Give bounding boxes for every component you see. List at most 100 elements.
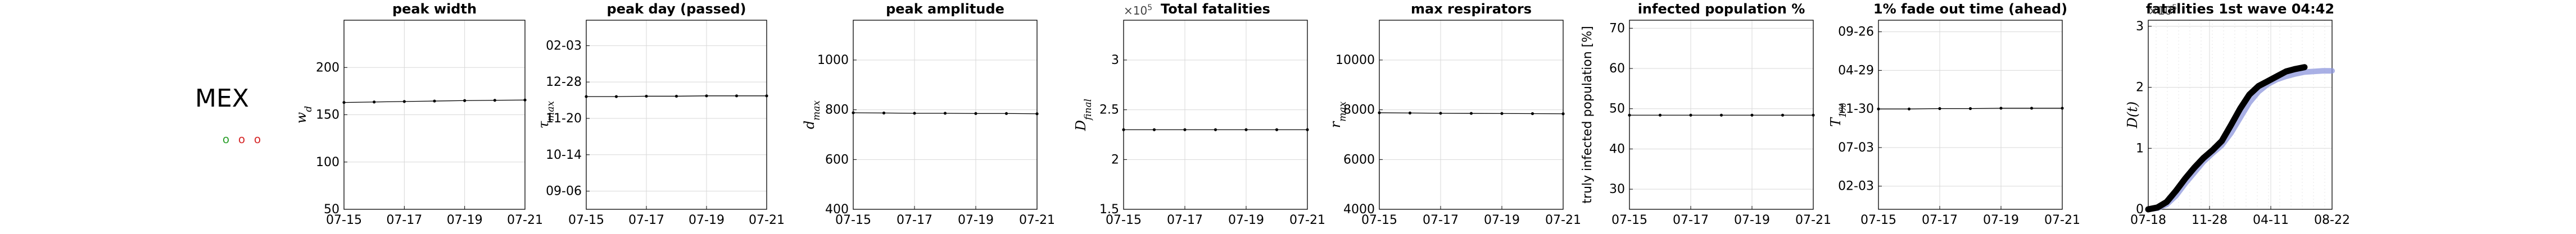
- x-tick-label: 07-19: [447, 213, 483, 227]
- data-point: [493, 99, 496, 102]
- y-tick-label: 70: [1609, 21, 1625, 35]
- x-tick-label: 07-15: [1860, 213, 1896, 227]
- data-point: [342, 100, 346, 104]
- data-point: [1907, 107, 1911, 111]
- y-tick-label: 200: [316, 61, 339, 75]
- data-point: [614, 95, 618, 98]
- chart-title: 1% fade out time (ahead): [1873, 1, 2067, 17]
- x-tick-label: 07-15: [1611, 213, 1647, 227]
- y-tick-label: 6000: [1343, 153, 1375, 167]
- y-tick-label: 1.5: [1099, 203, 1119, 217]
- plot-frame: [1123, 20, 1308, 210]
- y-axis-label: truly infected population [%]: [1581, 26, 1595, 203]
- y-tick-label: 4000: [1343, 203, 1375, 217]
- data-point: [882, 111, 886, 114]
- y-axis-label: τmax: [536, 101, 556, 129]
- chart-title: infected population %: [1638, 1, 1805, 17]
- data-point: [1152, 128, 1156, 131]
- data-point: [1658, 113, 1662, 117]
- chart-title: max respirators: [1411, 1, 1532, 17]
- x-tick-label: 07-21: [2044, 213, 2080, 227]
- x-tick-label: 07-21: [749, 213, 785, 227]
- y-axis-label: Dfinal: [1073, 99, 1094, 131]
- plot-frame: [586, 20, 767, 210]
- data-point: [1500, 112, 1504, 115]
- series-line: [2145, 64, 2308, 213]
- y-tick-label: 09-26: [1838, 25, 1874, 39]
- y-tick-label: 02-03: [546, 39, 582, 53]
- data-point: [852, 111, 855, 114]
- x-tick-label: 07-15: [326, 213, 362, 227]
- data-point: [1561, 112, 1565, 116]
- y-tick-label: 07-03: [1838, 141, 1874, 155]
- data-point: [1035, 112, 1039, 116]
- y-tick-label: 2: [1111, 153, 1119, 167]
- data-point: [913, 112, 916, 115]
- x-tick-label: 07-19: [958, 213, 994, 227]
- x-tick-label: 07-17: [897, 213, 932, 227]
- chart-panel: peak amplitude 07-15 07-17 07-19 07-21 400 600…: [802, 1, 1055, 227]
- plot-frame: [2148, 20, 2333, 210]
- chart-title: peak amplitude: [886, 1, 1004, 17]
- x-tick-label: 07-18: [2130, 213, 2166, 227]
- plot-frame: [853, 20, 1038, 210]
- y-tick-label: 2.5: [1099, 103, 1119, 117]
- data-point: [585, 95, 588, 98]
- y-tick-label: 11-30: [1838, 102, 1874, 116]
- data-point: [1275, 128, 1279, 131]
- data-point: [2061, 107, 2064, 110]
- data-point: [705, 94, 708, 98]
- data-point: [1004, 112, 1008, 115]
- x-tick-label: 07-19: [1983, 213, 2019, 227]
- chart-title: fatalities 1st wave 04:42: [2146, 1, 2334, 17]
- x-tick-label: 07-21: [1545, 213, 1581, 227]
- x-tick-label: 07-21: [507, 213, 543, 227]
- x-tick-label: 07-17: [1673, 213, 1709, 227]
- data-point: [974, 112, 977, 115]
- y-tick-label: 50: [324, 203, 339, 217]
- y-tick-label: 04-29: [1838, 63, 1874, 77]
- data-point: [1628, 113, 1631, 117]
- data-point: [1378, 111, 1381, 114]
- y-tick-label: 800: [825, 103, 849, 117]
- data-point: [1439, 112, 1442, 115]
- data-point: [674, 94, 678, 98]
- x-tick-label: 07-17: [1922, 213, 1958, 227]
- y-tick-label: 1: [2136, 141, 2144, 155]
- y-tick-label: 12-28: [546, 75, 582, 89]
- y-tick-label: 1000: [817, 53, 849, 67]
- data-point: [1812, 113, 1815, 117]
- x-tick-label: 07-21: [1019, 213, 1055, 227]
- chart-panel: fatalities 1st wave 04:42 07-18 11-28 04-11…: [2125, 1, 2350, 227]
- x-tick-label: 07-19: [1484, 213, 1520, 227]
- chart-title: Total fatalities: [1161, 1, 1270, 17]
- y-tick-label: 150: [316, 108, 339, 122]
- data-point: [645, 94, 648, 98]
- x-tick-label: 07-19: [1734, 213, 1770, 227]
- y-tick-label: 11-20: [546, 112, 582, 126]
- data-point: [1244, 128, 1248, 131]
- y-tick-label: 400: [825, 203, 849, 217]
- y-tick-label: 3: [2136, 20, 2144, 34]
- x-tick-label: 04-11: [2253, 213, 2289, 227]
- x-tick-label: 07-19: [689, 213, 725, 227]
- data-point: [1938, 107, 1941, 111]
- x-tick-label: 07-17: [628, 213, 664, 227]
- x-tick-label: 07-21: [1795, 213, 1831, 227]
- y-axis-label: rmax: [1328, 101, 1348, 128]
- axis-multiplier: ×105: [1124, 3, 1152, 17]
- data-point: [765, 94, 768, 98]
- status-marker: o: [254, 132, 261, 146]
- chart-title: peak width: [392, 1, 477, 17]
- y-axis-label: T1%: [1828, 103, 1849, 127]
- x-tick-label: 07-21: [1289, 213, 1325, 227]
- x-tick-label: 07-15: [568, 213, 604, 227]
- y-tick-label: 3: [1111, 53, 1119, 67]
- y-tick-label: 8000: [1343, 103, 1375, 117]
- axis-multiplier: ×105: [2148, 3, 2177, 17]
- y-tick-label: 0: [2136, 203, 2144, 217]
- data-point: [1719, 113, 1723, 117]
- status-marker: o: [223, 132, 229, 146]
- data-point: [1214, 128, 1217, 131]
